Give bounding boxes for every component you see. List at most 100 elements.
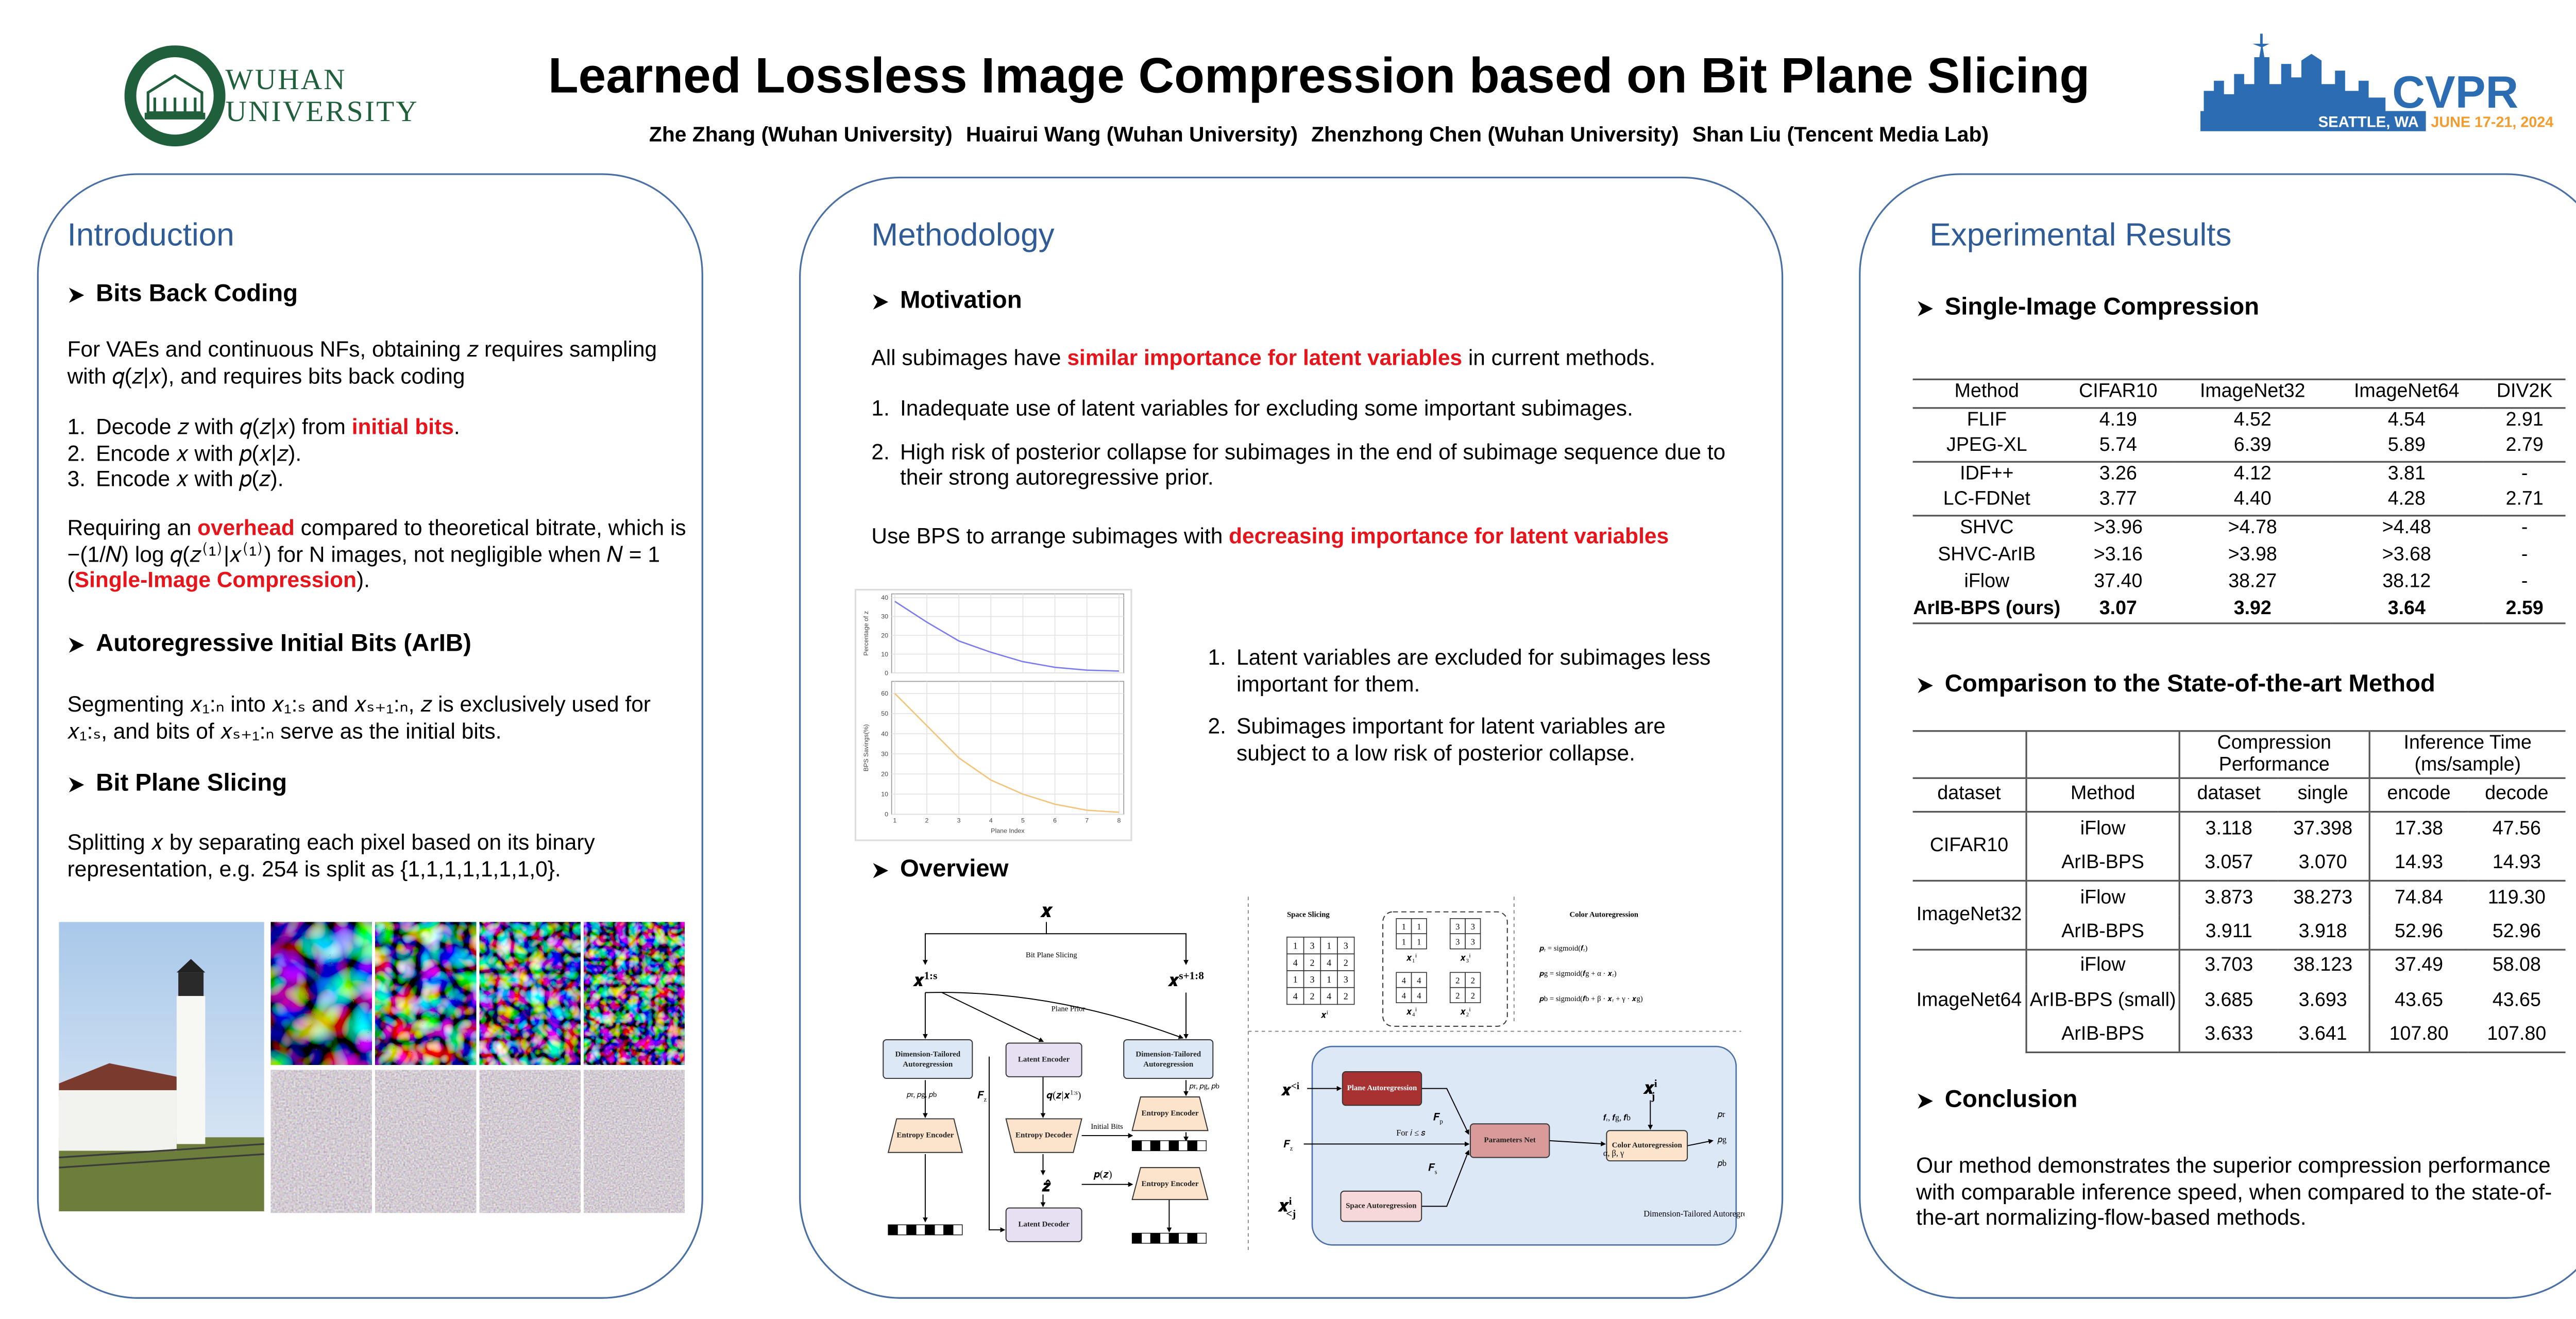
label-text: 𝒙 <box>1167 971 1180 990</box>
university-name: WUHAN <box>226 63 347 96</box>
table-cell: 43.65 <box>2368 984 2468 1019</box>
box-text: Entropy Decoder <box>1015 1131 1073 1140</box>
table-cell: 38.27 <box>2228 571 2277 592</box>
text-run: Encode 𝑥 with 𝑝(𝑥|𝑧). <box>96 439 302 465</box>
box-text-holder: Entropy Encoder <box>1141 1109 1199 1118</box>
box-text: Latent Decoder <box>1018 1220 1070 1229</box>
bit-plane <box>584 1070 685 1213</box>
block-paragraph: Splitting 𝑥 by separating each pixel bas… <box>67 830 693 882</box>
list-item: 1. Latent variables are excluded for subi… <box>1208 645 1713 697</box>
column-header: dataset <box>2178 777 2278 813</box>
grid-value: 1 <box>1417 937 1421 946</box>
label-text: Plane Prior <box>1052 1005 1086 1013</box>
arrow <box>1046 933 1189 965</box>
list-text: Subimages important for latent variables… <box>1236 713 1713 765</box>
arrow-shape <box>69 288 84 303</box>
diagram-label: 𝒙<i <box>1281 1081 1300 1099</box>
diagram-box <box>883 1039 973 1079</box>
table-cell: >4.48 <box>2382 518 2431 538</box>
table-cell: 3.918 <box>2298 921 2347 941</box>
label-text: 𝑝r, 𝑝g, 𝑝b <box>906 1091 937 1099</box>
motivation-charts: 0 10 20 30 40 Percentage of z 0 10 20 30 40 50 60 BPS… <box>854 588 1132 841</box>
column-header: dataset <box>1912 777 2027 813</box>
subgrid-label: 𝒙₁ⁱ <box>1406 952 1417 962</box>
subheading: Comparison to the State-of-the-art Metho… <box>1944 671 2435 699</box>
x-tick-label: 8 <box>1117 817 1121 824</box>
label-text: 𝒙 <box>1281 1083 1292 1099</box>
table-cell: 4.19 <box>2099 410 2137 430</box>
label-sub: j <box>1651 1090 1655 1102</box>
table-cell: 47.56 <box>2468 811 2566 847</box>
block-subheading: Comparison to the State-of-the-art Metho… <box>1916 671 2569 699</box>
label-text: 𝒙 <box>1278 1197 1290 1215</box>
block-subheading: Overview <box>871 857 1763 884</box>
table-row: ArIB-BPS (small) 3.685 3.693 43.65 43.65 <box>1913 984 2566 1019</box>
table-cell: iFlow <box>2025 811 2180 847</box>
grid-value: 3 <box>1344 941 1348 951</box>
list-item: 2. High risk of posterior collapse for su… <box>871 438 1763 491</box>
bullet-arrow <box>873 295 889 310</box>
block-paragraph: Our method demonstrates the superior com… <box>1916 1153 2569 1231</box>
table-cell: 38.273 <box>2277 880 2369 916</box>
table-cell: iFlow <box>1964 571 2010 592</box>
list-text: High risk of posterior collapse for subi… <box>900 438 1763 491</box>
table-cell: 3.26 <box>2099 464 2137 484</box>
dataset-cell: ImageNet32 <box>1912 880 2027 950</box>
grid-cell <box>1411 987 1427 1003</box>
box-text: Dimension-Tailored Autoregression <box>1136 1050 1201 1068</box>
table-cell: iFlow <box>2025 949 2180 984</box>
table-cell: - <box>2521 545 2528 565</box>
box-text: Entropy Encoder <box>1141 1109 1199 1118</box>
label-text: Dimension-Tailored Autoregression For 𝒙 <box>1643 1209 1744 1219</box>
block-subheading: Bit Plane Slicing <box>67 771 693 799</box>
x-tick-label: 1 <box>893 817 896 824</box>
y-tick-label: 10 <box>881 651 888 658</box>
label-sup: i <box>1327 1009 1329 1016</box>
diagram-box <box>1606 1130 1688 1162</box>
column-header: Method <box>1912 378 2061 408</box>
text-run: Decode 𝑧 with 𝑞(𝑧|𝑥) from <box>96 414 352 439</box>
diagram-label: 𝑝r <box>1717 1109 1725 1119</box>
x-tick-label: 3 <box>957 817 961 824</box>
table-cell: 3.911 <box>2178 915 2278 950</box>
list-text: Inadequate use of latent variables for e… <box>900 395 1633 421</box>
text-run: Splitting 𝑥 by separating each pixel bas… <box>67 829 595 881</box>
text-run: Segmenting 𝑥₁:ₙ into 𝑥₁:ₛ and 𝑥ₛ₊₁:ₙ, 𝑧 … <box>67 691 651 743</box>
diagram-label: 𝑭s <box>1428 1163 1437 1176</box>
diagram-label: 𝒙i <box>1320 1009 1329 1020</box>
column-header: ImageNet32 <box>2175 378 2330 408</box>
x-tick-label: 4 <box>989 817 993 824</box>
label-text: Color Autoregression <box>1570 911 1638 919</box>
blank-cell <box>1912 730 2027 779</box>
grid-value: 2 <box>1471 991 1475 1001</box>
grid-value: 4 <box>1293 991 1298 1002</box>
block-images <box>59 922 686 1219</box>
bitstream-cell <box>1131 1232 1142 1244</box>
grid-value: 3 <box>1455 937 1460 946</box>
subheading: Bits Back Coding <box>96 281 298 308</box>
plot-area <box>891 593 1125 673</box>
diagram-box <box>1469 1123 1550 1158</box>
bitstream-cell <box>953 1224 963 1236</box>
diagram-label: 𝑝r, 𝑝g, 𝑝b <box>1189 1083 1219 1091</box>
label-text: 𝒑g = sigmoid(𝒇g + α · 𝒙ᵣ) <box>1539 970 1617 978</box>
diagram-box <box>1123 1039 1214 1079</box>
arrow <box>1421 1149 1470 1207</box>
table-cell: 3.92 <box>2175 597 2330 625</box>
grid-value: 2 <box>1455 976 1460 986</box>
y-axis-label: Percentage of z <box>862 611 870 656</box>
text-run: Our method demonstrates the superior com… <box>1916 1152 2552 1230</box>
table-cell: 6.39 <box>2175 434 2330 462</box>
table-cell: >3.98 <box>2228 545 2277 565</box>
table-row: iFlow 37.40 38.27 38.12 - <box>1913 570 2566 597</box>
grid-value: 4 <box>1417 991 1421 1001</box>
conference-name: CVPR <box>2392 66 2518 117</box>
table-cell: 52.96 <box>2492 921 2541 941</box>
location: SEATTLE, WA <box>2318 114 2419 131</box>
table-cell: 3.633 <box>2178 1018 2278 1054</box>
table-cell: 3.64 <box>2329 597 2484 625</box>
diagram-trapezoid <box>1131 1096 1209 1131</box>
grid-cell <box>1337 936 1355 955</box>
